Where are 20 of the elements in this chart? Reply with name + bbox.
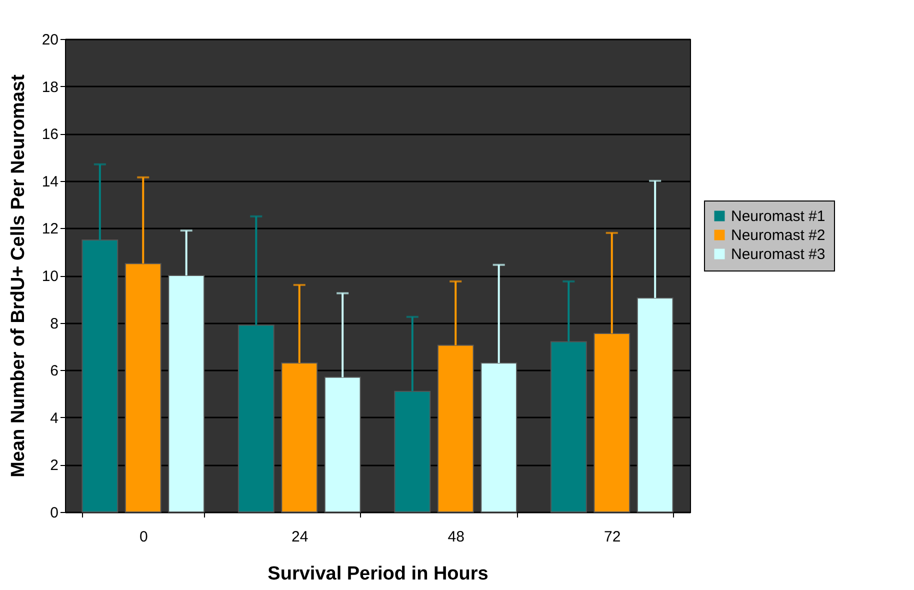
x-tick-label: 24 <box>292 528 308 546</box>
y-tick-label: 10 <box>42 268 58 285</box>
y-tick-label: 2 <box>50 457 58 474</box>
y-tick-label: 6 <box>50 362 58 380</box>
y-tick-label: 4 <box>50 410 58 427</box>
y-tick-label: 18 <box>42 78 58 96</box>
x-tick-label: 72 <box>604 528 621 546</box>
x-tick-label: 0 <box>139 528 148 546</box>
legend-label: Neuromast #1 <box>731 208 826 225</box>
y-tick-label: 0 <box>50 504 58 522</box>
x-axis-title: Survival Period in Hours <box>268 564 488 584</box>
legend-label: Neuromast #2 <box>731 227 826 244</box>
y-tick-label: 16 <box>42 126 58 144</box>
y-tick-label: 14 <box>42 173 58 190</box>
y-axis-title: Mean Number of BrdU+ Cells Per Neuromast <box>8 74 29 478</box>
legend-label: Neuromast #3 <box>731 246 826 263</box>
y-tick-label: 12 <box>42 220 58 238</box>
y-tick-label: 8 <box>50 315 58 332</box>
y-tick-label: 20 <box>42 32 58 48</box>
x-tick-label: 48 <box>448 528 464 546</box>
